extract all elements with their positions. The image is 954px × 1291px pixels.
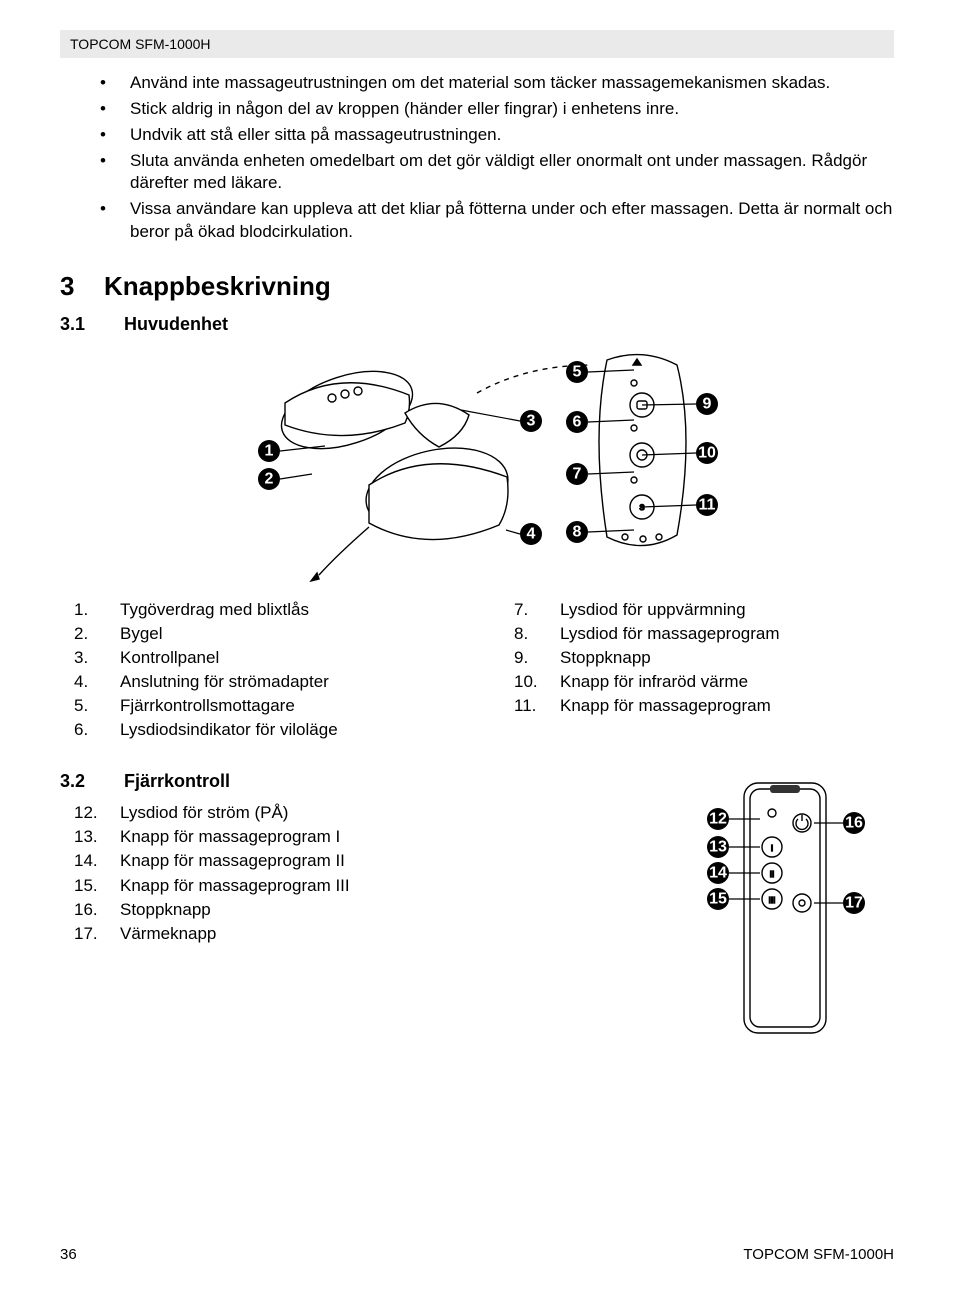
- callout-number: 15: [709, 891, 727, 908]
- callout-number: 3: [527, 412, 536, 429]
- legend-item: 15.Knapp för massageprogram III: [74, 875, 644, 897]
- callout-number: 6: [573, 413, 582, 430]
- legend-number: 2.: [74, 623, 120, 645]
- legend-text: Knapp för infraröd värme: [560, 671, 748, 693]
- legend-number: 10.: [514, 671, 560, 693]
- callout-number: 8: [573, 523, 582, 540]
- callout-number: 2: [265, 470, 274, 487]
- legend-item: 3.Kontrollpanel: [74, 647, 454, 669]
- legend-number: 12.: [74, 802, 120, 824]
- section-3-2-heading: 3.2Fjärrkontroll: [60, 771, 644, 792]
- legend-item: 8.Lysdiod för massageprogram: [514, 623, 894, 645]
- legend-text: Lysdiod för uppvärmning: [560, 599, 746, 621]
- section-3-2-title: Fjärrkontroll: [124, 771, 230, 791]
- legend-item: 13.Knapp för massageprogram I: [74, 826, 644, 848]
- callout-number: 1: [265, 442, 274, 459]
- warning-item: Stick aldrig in någon del av kroppen (hä…: [100, 98, 894, 120]
- main-legend: 1.Tygöverdrag med blixtlås2.Bygel3.Kontr…: [60, 599, 894, 744]
- legend-item: 5.Fjärrkontrollsmottagare: [74, 695, 454, 717]
- callout-number: 12: [709, 811, 727, 828]
- legend-text: Kontrollpanel: [120, 647, 219, 669]
- legend-item: 12.Lysdiod för ström (PÅ): [74, 802, 644, 824]
- legend-number: 4.: [74, 671, 120, 693]
- legend-number: 13.: [74, 826, 120, 848]
- legend-text: Knapp för massageprogram II: [120, 850, 345, 872]
- remote-diagram: I II III 12 13 14 15 16 17: [674, 763, 894, 1053]
- legend-text: Anslutning för strömadapter: [120, 671, 329, 693]
- legend-number: 16.: [74, 899, 120, 921]
- callout-number: 13: [709, 839, 727, 856]
- remote-legend: 12.Lysdiod för ström (PÅ)13.Knapp för ma…: [60, 802, 644, 945]
- legend-text: Värmeknapp: [120, 923, 216, 945]
- legend-text: Stoppknapp: [120, 899, 211, 921]
- legend-number: 8.: [514, 623, 560, 645]
- legend-text: Tygöverdrag med blixtlås: [120, 599, 309, 621]
- section-3-heading: 3Knappbeskrivning: [60, 271, 894, 302]
- legend-text: Bygel: [120, 623, 163, 645]
- footer-model: TOPCOM SFM-1000H: [743, 1246, 894, 1263]
- legend-item: 17.Värmeknapp: [74, 923, 644, 945]
- callout-number: 7: [573, 465, 582, 482]
- legend-item: 6.Lysdiodsindikator för viloläge: [74, 719, 454, 741]
- legend-number: 1.: [74, 599, 120, 621]
- svg-text:I: I: [771, 844, 773, 853]
- legend-number: 6.: [74, 719, 120, 741]
- legend-item: 2.Bygel: [74, 623, 454, 645]
- svg-text:III: III: [769, 896, 776, 905]
- section-3-1-heading: 3.1Huvudenhet: [60, 314, 894, 335]
- page-footer: 36 TOPCOM SFM-1000H: [60, 1246, 894, 1263]
- svg-text:II: II: [770, 870, 774, 879]
- warning-item: Vissa användare kan uppleva att det klia…: [100, 198, 894, 242]
- main-unit-diagram: s 1234567891011: [60, 345, 894, 585]
- section-3-title: Knappbeskrivning: [104, 271, 331, 301]
- warning-item: Använd inte massageutrustningen om det m…: [100, 72, 894, 94]
- legend-number: 15.: [74, 875, 120, 897]
- legend-number: 5.: [74, 695, 120, 717]
- section-3-number: 3: [60, 271, 104, 302]
- legend-item: 16.Stoppknapp: [74, 899, 644, 921]
- callout-number: 4: [527, 525, 536, 542]
- legend-text: Knapp för massageprogram: [560, 695, 771, 717]
- legend-item: 1.Tygöverdrag med blixtlås: [74, 599, 454, 621]
- warning-item: Sluta använda enheten omedelbart om det …: [100, 150, 894, 194]
- legend-item: 10.Knapp för infraröd värme: [514, 671, 894, 693]
- legend-number: 3.: [74, 647, 120, 669]
- legend-item: 9.Stoppknapp: [514, 647, 894, 669]
- section-3-1-number: 3.1: [60, 314, 124, 335]
- legend-item: 7.Lysdiod för uppvärmning: [514, 599, 894, 621]
- legend-item: 11.Knapp för massageprogram: [514, 695, 894, 717]
- legend-number: 17.: [74, 923, 120, 945]
- callout-number: 10: [698, 444, 716, 461]
- callout-number: 16: [845, 815, 863, 832]
- legend-text: Lysdiod för massageprogram: [560, 623, 780, 645]
- legend-number: 9.: [514, 647, 560, 669]
- callout-number: 14: [709, 865, 727, 882]
- warning-item: Undvik att stå eller sitta på massageutr…: [100, 124, 894, 146]
- callout-number: 5: [573, 363, 582, 380]
- legend-text: Fjärrkontrollsmottagare: [120, 695, 295, 717]
- legend-item: 4.Anslutning för strömadapter: [74, 671, 454, 693]
- legend-item: 14.Knapp för massageprogram II: [74, 850, 644, 872]
- legend-text: Stoppknapp: [560, 647, 651, 669]
- callout-number: 17: [845, 895, 863, 912]
- legend-text: Knapp för massageprogram I: [120, 826, 340, 848]
- callout-number: 9: [703, 395, 712, 412]
- section-3-2-number: 3.2: [60, 771, 124, 792]
- legend-number: 7.: [514, 599, 560, 621]
- legend-number: 14.: [74, 850, 120, 872]
- legend-text: Lysdiod för ström (PÅ): [120, 802, 288, 824]
- page-header: TOPCOM SFM-1000H: [60, 30, 894, 58]
- page-number: 36: [60, 1246, 77, 1263]
- legend-text: Lysdiodsindikator för viloläge: [120, 719, 338, 741]
- callout-number: 11: [699, 496, 716, 513]
- legend-number: 11.: [514, 695, 560, 717]
- section-3-1-title: Huvudenhet: [124, 314, 228, 334]
- legend-text: Knapp för massageprogram III: [120, 875, 350, 897]
- warning-list: Använd inte massageutrustningen om det m…: [60, 72, 894, 243]
